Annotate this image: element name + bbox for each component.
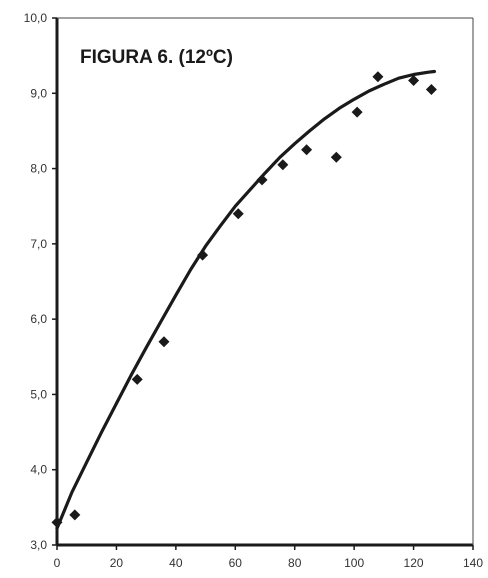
data-point — [425, 84, 437, 96]
markers-layer — [51, 71, 437, 528]
data-point — [256, 174, 268, 186]
data-point — [277, 159, 289, 171]
data-point — [51, 516, 63, 528]
plot-frame — [55, 17, 474, 547]
y-axis: 3,0 4,0 5,0 6,0 7,0 8,0 9,0 10,0 — [24, 11, 57, 552]
data-point — [372, 71, 384, 83]
data-point — [131, 373, 143, 385]
data-point — [408, 74, 420, 86]
data-point — [158, 336, 170, 348]
y-tick-label: 4,0 — [30, 463, 47, 477]
x-tick-label: 20 — [110, 556, 124, 570]
y-tick-label: 6,0 — [30, 312, 47, 326]
x-tick-label: 80 — [288, 556, 302, 570]
x-axis: 0 20 40 60 80 100 120 140 — [54, 545, 483, 570]
data-point — [232, 208, 244, 220]
x-tick-label: 40 — [169, 556, 183, 570]
y-tick-label: 8,0 — [30, 162, 47, 176]
x-tick-label: 100 — [344, 556, 364, 570]
x-tick-label: 60 — [229, 556, 243, 570]
x-tick-label: 140 — [463, 556, 483, 570]
x-tick-label: 0 — [54, 556, 61, 570]
data-point — [330, 151, 342, 163]
y-tick-label: 7,0 — [30, 237, 47, 251]
data-point — [301, 144, 313, 156]
fit-line-layer — [55, 69, 436, 531]
y-tick-label: 9,0 — [30, 86, 47, 100]
y-tick-label: 3,0 — [30, 538, 47, 552]
fit-line — [55, 69, 436, 531]
data-point — [351, 106, 363, 118]
y-tick-label: 5,0 — [30, 387, 47, 401]
y-tick-label: 10,0 — [24, 11, 48, 25]
chart-title: FIGURA 6. (12ºC) — [80, 47, 233, 68]
x-tick-label: 120 — [404, 556, 424, 570]
data-point — [197, 249, 209, 261]
data-point — [69, 509, 81, 521]
